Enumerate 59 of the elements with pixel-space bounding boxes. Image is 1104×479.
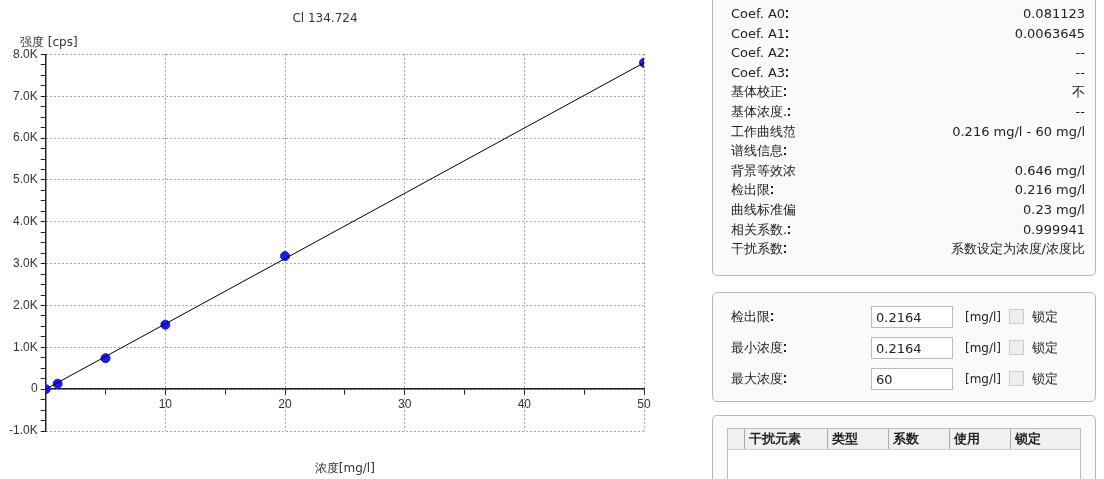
- y-tick-label: 6.0K: [12, 130, 38, 145]
- y-axis-title: 强度 [cps]: [20, 34, 78, 49]
- y-tick-label: 2.0K: [12, 297, 38, 312]
- category-label: Coef. A1: [731, 25, 786, 41]
- text: 锁定: [1032, 338, 1058, 357]
- text: [mg/l]: [965, 340, 1003, 355]
- x-axis-title: 浓度[mg/l]: [314, 461, 375, 475]
- chart-title: Cl 134.724: [292, 11, 358, 26]
- category-label: Coef. A0: [731, 6, 786, 21]
- y-tick-label: -1.0K: [8, 423, 38, 438]
- category-label: 曲线标准偏: [731, 201, 796, 217]
- category-label: 工作曲线范: [731, 123, 796, 139]
- y-tick-label: 0: [30, 381, 38, 396]
- category-label: 检出限: [731, 307, 771, 326]
- text: --: [1075, 64, 1085, 80]
- text: 0.216 mg/l: [1014, 182, 1085, 198]
- text: --: [1075, 45, 1085, 61]
- text: 0.0063645: [1014, 25, 1085, 41]
- text: 0.999941: [1022, 221, 1085, 237]
- category-label: 检出限: [731, 182, 770, 198]
- category-label: 最小浓度: [731, 338, 784, 357]
- text: [mg/l]: [965, 371, 1003, 386]
- category-label: 干扰系数: [731, 241, 783, 257]
- y-tick-label: 7.0K: [12, 88, 38, 103]
- category-label: 基体校正: [731, 84, 783, 100]
- category-label: Coef. A3: [731, 64, 786, 80]
- text: 0.2164: [876, 309, 922, 325]
- text: 0.646 mg/l: [1014, 162, 1085, 178]
- category-label: 最大浓度: [731, 369, 784, 388]
- text: 锁定: [1032, 369, 1058, 388]
- category-label: 使用: [949, 429, 1010, 449]
- text: 0.23 mg/l: [1023, 201, 1085, 217]
- x-tick-label: 50: [637, 396, 651, 411]
- text: 锁定: [1032, 307, 1058, 326]
- category-label: 谱线信息: [731, 143, 783, 159]
- text: 不: [1072, 84, 1085, 100]
- x-tick-label: 20: [278, 396, 292, 411]
- text: 0.081123: [1022, 6, 1085, 21]
- category-label: 相关系数.: [731, 221, 788, 237]
- text: 系数设定为浓度/浓度比: [950, 241, 1085, 257]
- y-tick-label: 3.0K: [12, 255, 38, 270]
- y-tick-label: 4.0K: [12, 214, 38, 229]
- x-tick-label: 40: [517, 396, 532, 411]
- y-tick-label: 1.0K: [12, 339, 38, 354]
- text: [mg/l]: [965, 309, 1003, 324]
- category-label: 背景等效浓: [731, 162, 796, 178]
- category-label: 基体浓度.: [731, 103, 788, 119]
- text: --: [1075, 103, 1085, 119]
- category-label: 系数: [888, 429, 949, 449]
- y-tick-label: 5.0K: [12, 172, 38, 187]
- text: 0.2164: [876, 340, 922, 356]
- category-label: 锁定: [1010, 429, 1071, 449]
- category-label: 干扰元素: [744, 429, 827, 449]
- text: 0.216 mg/l - 60 mg/l: [952, 123, 1085, 139]
- x-tick-label: 10: [158, 396, 173, 411]
- text: 60: [876, 371, 893, 387]
- category-label: 类型: [827, 429, 888, 449]
- category-label: Coef. A2: [731, 45, 786, 61]
- x-tick-label: 30: [397, 396, 412, 411]
